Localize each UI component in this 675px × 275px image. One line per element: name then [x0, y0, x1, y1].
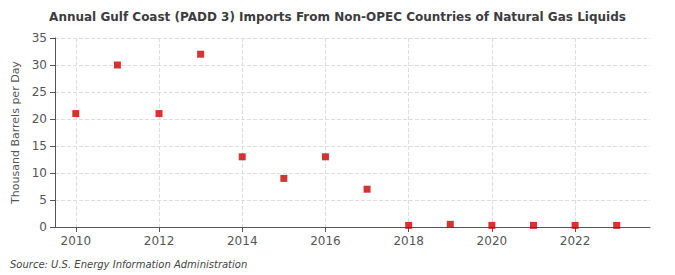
svg-text:2016: 2016 — [310, 234, 341, 248]
svg-text:Thousand Barrels per Day: Thousand Barrels per Day — [9, 61, 22, 205]
svg-text:2012: 2012 — [144, 234, 175, 248]
svg-text:10: 10 — [32, 166, 47, 180]
svg-text:0: 0 — [39, 220, 47, 234]
svg-text:35: 35 — [32, 31, 47, 45]
svg-text:2010: 2010 — [61, 234, 92, 248]
svg-text:Source: U.S. Energy Informatio: Source: U.S. Energy Information Administ… — [10, 259, 247, 270]
svg-text:15: 15 — [32, 139, 47, 153]
svg-text:2014: 2014 — [227, 234, 258, 248]
svg-text:Annual Gulf Coast (PADD 3) Imp: Annual Gulf Coast (PADD 3) Imports From … — [49, 10, 626, 24]
svg-text:2020: 2020 — [477, 234, 508, 248]
svg-text:30: 30 — [32, 58, 47, 72]
svg-text:2018: 2018 — [393, 234, 424, 248]
svg-text:25: 25 — [32, 85, 47, 99]
svg-text:20: 20 — [32, 112, 47, 126]
svg-text:2022: 2022 — [560, 234, 591, 248]
svg-text:5: 5 — [39, 193, 47, 207]
